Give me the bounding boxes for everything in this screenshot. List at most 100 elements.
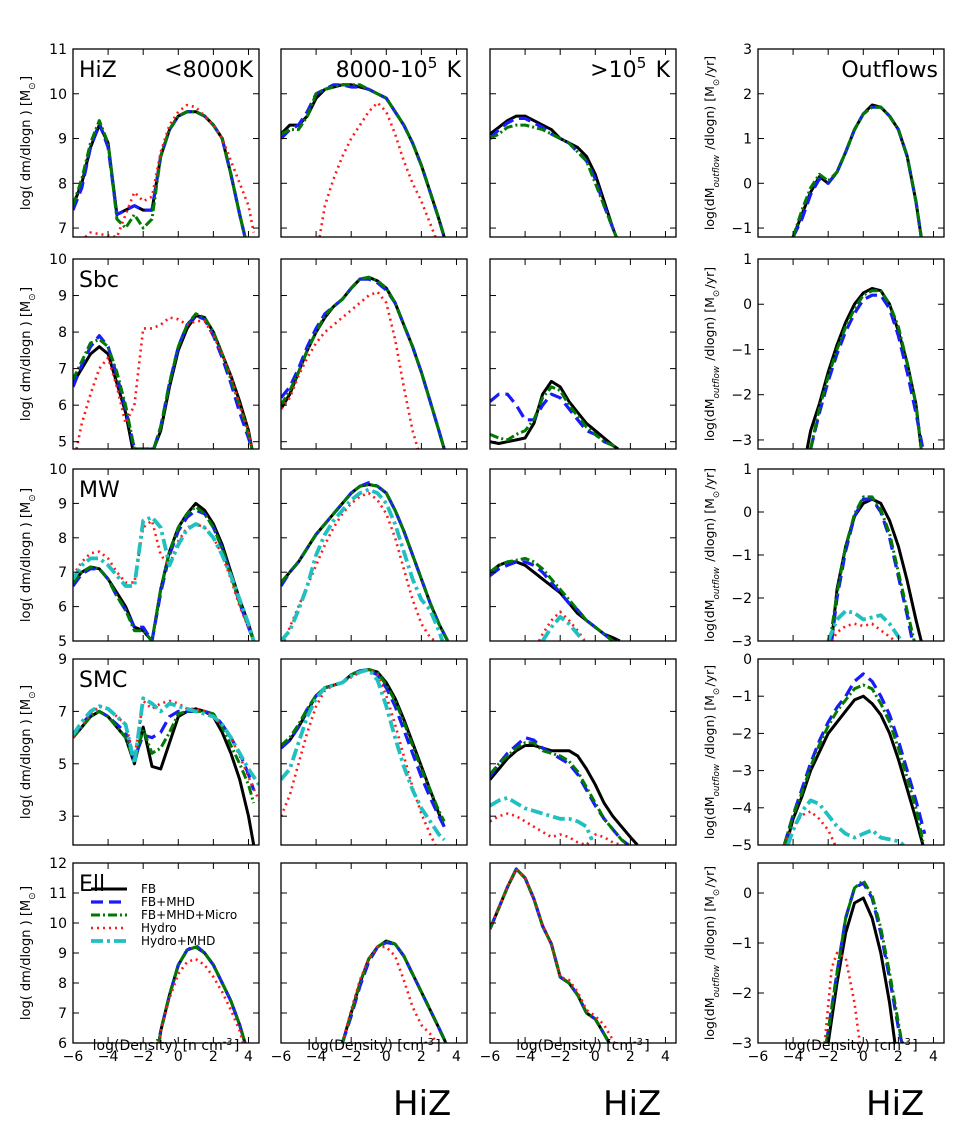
series-line-hydro-mhd bbox=[281, 667, 446, 842]
row-label-sbc: Sbc bbox=[79, 268, 119, 293]
y-tick-label: 8 bbox=[58, 531, 67, 547]
series-line-fb-mhd-micro bbox=[490, 123, 618, 237]
panel-sbc-col1: 5 6 7 8 9 10 bbox=[49, 252, 260, 451]
y-tick-label: −2 bbox=[731, 726, 752, 742]
series-line-fb-mhd-micro bbox=[809, 289, 923, 449]
panel-frame bbox=[489, 258, 677, 450]
y-tick-label: −1 bbox=[731, 342, 752, 358]
panel-hiz-col2 bbox=[280, 48, 468, 238]
panel-smc-col3 bbox=[489, 658, 677, 846]
series-line-fb-mhd-micro bbox=[490, 556, 619, 641]
y-axis-label-outflow: log(dMoutflow /dlogn) [M⊙ /yr] bbox=[702, 56, 722, 230]
series-line-hydro bbox=[341, 945, 439, 1043]
series-line-hydro bbox=[318, 101, 437, 237]
panel-sbc-col3 bbox=[489, 258, 677, 450]
y-tick-label: −3 bbox=[731, 634, 752, 650]
row-label-mw: MW bbox=[79, 478, 120, 503]
series-line-fb bbox=[281, 483, 450, 641]
series-line-fb-mhd bbox=[157, 943, 247, 1043]
y-tick-label: −1 bbox=[731, 548, 752, 564]
bottom-label-col2: HiZ bbox=[393, 1084, 452, 1124]
row-label-ell: Ell bbox=[79, 872, 105, 897]
y-tick-label: −5 bbox=[731, 838, 752, 854]
x-axis-label-2: log(Density) [cm-3 ] bbox=[307, 1037, 440, 1055]
y-axis-label-outflow: log(dMoutflow /dlogn) [M⊙ /yr] bbox=[702, 468, 722, 642]
y-tick-label: −3 bbox=[731, 433, 752, 449]
y-tick-label: 1 bbox=[743, 132, 752, 148]
panel-mw-col3 bbox=[489, 468, 677, 642]
y-tick-label: 9 bbox=[58, 289, 67, 305]
y-axis-label-outflow: log(dMoutflow /dlogn) [M⊙ /yr] bbox=[702, 866, 722, 1040]
panel-sbc-col2 bbox=[280, 258, 468, 450]
series-line-fb-mhd-micro bbox=[828, 495, 916, 641]
series-line-hydro-mhd bbox=[826, 609, 904, 641]
series-group bbox=[281, 83, 446, 237]
series-line-fb-mhd-micro bbox=[73, 110, 247, 237]
panel-mw-col1: 5 6 7 8 9 10 bbox=[49, 462, 260, 650]
panel-smc-col2 bbox=[280, 658, 468, 846]
y-tick-label: 0 bbox=[743, 505, 752, 521]
y-tick-label: 7 bbox=[58, 1006, 67, 1022]
y-tick-label: 3 bbox=[743, 42, 752, 58]
panel-frame bbox=[489, 48, 677, 238]
bottom-label-col3: HiZ bbox=[603, 1084, 662, 1124]
series-line-hydro bbox=[537, 610, 586, 641]
x-tick-label: −4 bbox=[783, 1049, 804, 1065]
panel-smc-col4: −5 −4 −3 −2 −1 0 bbox=[731, 652, 945, 854]
x-tick-label: −6 bbox=[748, 1049, 769, 1065]
series-line-fb-mhd-micro bbox=[73, 709, 256, 804]
x-tick-label: 2 bbox=[626, 1049, 635, 1065]
series-line-fb-mhd-micro bbox=[281, 275, 446, 449]
series-group bbox=[281, 667, 446, 845]
y-tick-label: 11 bbox=[49, 886, 67, 902]
series-line-hydro bbox=[283, 491, 437, 641]
x-tick-label: 0 bbox=[859, 1049, 868, 1065]
series-line-fb-mhd-micro bbox=[782, 683, 925, 845]
series-line-fb-mhd bbox=[281, 669, 446, 828]
y-tick-label: 0 bbox=[743, 886, 752, 902]
bottom-label-col4: HiZ bbox=[866, 1084, 925, 1124]
y-tick-label: 5 bbox=[58, 757, 67, 773]
series-line-hydro bbox=[75, 316, 254, 449]
series-line-fb-mhd bbox=[490, 867, 611, 1043]
panel-hiz-col1: 7 8 9 10 11 bbox=[49, 42, 260, 238]
y-tick-label: −3 bbox=[731, 1036, 752, 1052]
y-tick-label: −1 bbox=[731, 221, 752, 237]
panel-sbc-col4: −3 −2 −1 0 1 bbox=[731, 252, 945, 450]
series-line-fb-mhd-micro bbox=[490, 741, 630, 845]
series-group bbox=[490, 556, 621, 641]
series-group bbox=[791, 103, 923, 237]
x-tick-label: −4 bbox=[98, 1049, 119, 1065]
series-group bbox=[281, 481, 450, 641]
y-tick-label: 3 bbox=[58, 809, 67, 825]
series-line-fb-mhd bbox=[490, 735, 630, 845]
y-tick-label: 8 bbox=[58, 325, 67, 341]
y-tick-label: −3 bbox=[731, 764, 752, 780]
column-title-1: <8000K bbox=[164, 58, 253, 83]
panel-ell-col2: −6 −4 −2 0 2 4 bbox=[271, 862, 468, 1065]
series-group bbox=[73, 312, 254, 449]
panel-ell-col1: −6 −4 −2 0 2 4 6 7 8 9 10 11 12 bbox=[49, 856, 260, 1065]
series-group bbox=[157, 943, 247, 1043]
series-line-hydro bbox=[281, 290, 420, 449]
series-group bbox=[73, 103, 255, 237]
x-tick-label: −2 bbox=[818, 1049, 839, 1065]
x-tick-label: 0 bbox=[382, 1049, 391, 1065]
y-tick-label: 0 bbox=[743, 652, 752, 668]
y-tick-label: 5 bbox=[58, 634, 67, 650]
x-tick-label: 4 bbox=[452, 1049, 461, 1065]
y-tick-label: 6 bbox=[58, 600, 67, 616]
y-tick-label: −4 bbox=[731, 801, 752, 817]
series-line-fb-mhd bbox=[791, 105, 923, 237]
x-tick-label: −6 bbox=[480, 1049, 501, 1065]
panel-ell-col3: −6 −4 −2 0 2 4 bbox=[480, 862, 677, 1065]
x-tick-label: 4 bbox=[661, 1049, 670, 1065]
column-title-4: Outflows bbox=[841, 58, 938, 83]
series-line-fb-mhd bbox=[281, 481, 450, 641]
y-tick-label: 6 bbox=[58, 398, 67, 414]
x-axis-label-3: log(Density) [cm-3 ] bbox=[516, 1037, 649, 1055]
x-tick-label: 0 bbox=[591, 1049, 600, 1065]
series-group bbox=[73, 501, 256, 641]
x-tick-label: 2 bbox=[209, 1049, 218, 1065]
series-line-hydro-mhd bbox=[490, 795, 594, 841]
